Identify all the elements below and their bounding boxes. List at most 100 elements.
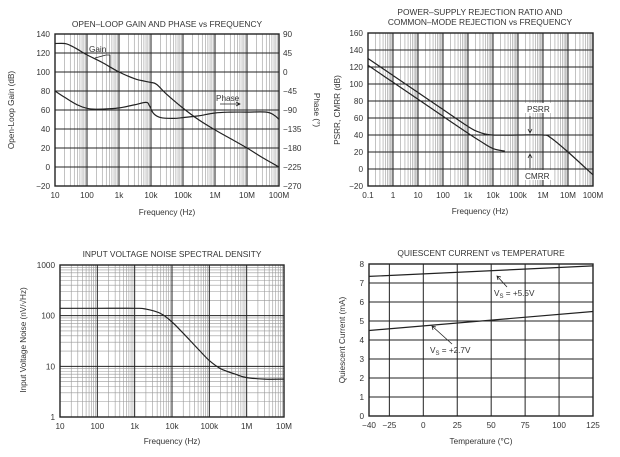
y-tick-label: 60: [41, 106, 51, 115]
x-tick-label: 1M: [537, 191, 549, 200]
tick-labels: −40 −25 0 25 50 75 100 125 0 1 2 3 4 5 6 7 8: [359, 260, 600, 430]
chart-open-loop-gain-phase: OPEN–LOOP GAIN AND PHASE vs FREQUENCY 10…: [7, 19, 321, 217]
annotation-vs-5v5-arrow: [496, 275, 508, 288]
series-psrr: [367, 58, 594, 176]
x-tick-label: 100k: [174, 191, 193, 200]
x-tick-label: 1M: [209, 191, 221, 200]
chart-title-line2: COMMON–MODE REJECTION vs FREQUENCY: [388, 17, 573, 27]
x-axis-label: Frequency (Hz): [452, 207, 509, 216]
plot-frame: [54, 33, 280, 187]
annotation-vs-2v7: VS = +2.7V: [430, 346, 471, 357]
x-tick-label: 100: [80, 191, 94, 200]
annotation-cmrr-arrow: [527, 153, 533, 168]
y2-axis-label: Phase (°): [312, 93, 321, 127]
x-tick-label: 0.1: [362, 191, 374, 200]
tick-labels: 0.1 1 10 100 1k 10k 100k 1M 10M 100M −20 0 20 40 60 80 1…: [349, 29, 603, 200]
annotation-vs-2v7-arrow: [431, 325, 453, 345]
grid: [54, 33, 280, 187]
y2-tick-label: −45: [283, 87, 297, 96]
y-tick-label: 1000: [37, 261, 56, 270]
y-axis-label: PSRR, CMRR (dB): [333, 75, 342, 145]
y2-tick-label: −135: [283, 125, 302, 134]
y-axis-label: Open-Loop Gain (dB): [7, 71, 16, 150]
x-tick-label: 100k: [509, 191, 528, 200]
x-tick-label: 10M: [560, 191, 576, 200]
y-tick-label: 4: [359, 336, 364, 345]
x-tick-label: 1k: [130, 422, 140, 431]
y-tick-label: 6: [359, 298, 364, 307]
plot-frame: [367, 32, 594, 187]
annotation-vs-2v7-rest: = +2.7V: [439, 346, 470, 355]
y-axis-label: Input Voltage Noise (nV/√Hz): [19, 287, 28, 393]
chart-title-line1: POWER–SUPPLY REJECTION RATIO AND: [397, 7, 562, 17]
y-tick-label: 1: [359, 393, 364, 402]
y-tick-label: 60: [354, 114, 364, 123]
y-tick-label: 80: [354, 97, 364, 106]
x-tick-label: 10k: [144, 191, 158, 200]
y2-tick-label: −225: [283, 163, 302, 172]
x-tick-label: −40: [362, 421, 376, 430]
x-tick-label: 25: [453, 421, 463, 430]
y-tick-label: −20: [36, 182, 50, 191]
x-tick-label: 1k: [115, 191, 125, 200]
y-axis-label: Quiescent Current (mA): [338, 297, 347, 384]
annotation-psrr-bg: [525, 103, 551, 113]
y-tick-label: 160: [349, 29, 363, 38]
y-tick-label: 8: [359, 260, 364, 269]
y-tick-label: −20: [349, 182, 363, 191]
annotation-vs-5v5-rest: = +5.5V: [503, 289, 534, 298]
annotation-cmrr-bg: [523, 170, 551, 180]
series-gain: [54, 42, 280, 168]
y-tick-label: 0: [45, 163, 50, 172]
curves: [54, 42, 280, 168]
x-tick-label: 100: [436, 191, 450, 200]
chart-title: OPEN–LOOP GAIN AND PHASE vs FREQUENCY: [72, 19, 263, 29]
annotation-psrr-arrow: [527, 116, 533, 134]
plot-frame: [368, 263, 594, 417]
y2-tick-label: −270: [283, 182, 302, 191]
grid: [367, 32, 594, 187]
y-tick-label: 100: [41, 312, 55, 321]
tick-labels: 10 100 1k 10k 100k 1M 10M 100M −20 0 20 40 60 80 100 12…: [36, 30, 302, 200]
x-tick-label: 1: [391, 191, 396, 200]
y2-tick-label: 0: [283, 68, 288, 77]
x-tick-label: −25: [382, 421, 396, 430]
x-tick-label: 100k: [200, 422, 219, 431]
x-tick-label: 1k: [464, 191, 474, 200]
chart-input-voltage-noise: INPUT VOLTAGE NOISE SPECTRAL DENSITY 10 1…: [19, 249, 292, 446]
x-tick-label: 10M: [276, 422, 292, 431]
y-tick-label: 140: [36, 30, 50, 39]
x-tick-label: 100M: [583, 191, 604, 200]
curves: [60, 307, 285, 380]
series-vs-2-7v: [368, 310, 594, 332]
y-tick-label: 0: [358, 165, 363, 174]
x-axis-label: Temperature (°C): [450, 437, 513, 446]
x-tick-label: 10: [50, 191, 60, 200]
y-tick-label: 0: [359, 412, 364, 421]
x-tick-label: 10: [55, 422, 65, 431]
chart-title: QUIESCENT CURRENT vs TEMPERATURE: [397, 248, 565, 258]
annotation-vs-2v7-main: V: [430, 346, 436, 355]
x-tick-label: 100: [552, 421, 566, 430]
y-tick-label: 1: [50, 413, 55, 422]
y-tick-label: 140: [349, 46, 363, 55]
x-tick-label: 75: [521, 421, 531, 430]
annotation-vs-5v5: VS = +5.5V: [494, 289, 535, 300]
y-tick-label: 5: [359, 317, 364, 326]
y-tick-label: 80: [41, 87, 51, 96]
grid: [59, 264, 285, 418]
annotation-gain-arrow: [94, 54, 111, 72]
y-tick-label: 40: [41, 125, 51, 134]
x-tick-label: 10M: [239, 191, 255, 200]
series-cmrr: [367, 64, 506, 152]
y-tick-label: 20: [41, 144, 51, 153]
x-tick-label: 10k: [165, 422, 179, 431]
x-tick-label: 100M: [269, 191, 290, 200]
curves: [368, 265, 594, 332]
x-tick-label: 50: [487, 421, 497, 430]
grid: [368, 263, 594, 417]
x-tick-label: 0: [421, 421, 426, 430]
y-tick-label: 10: [46, 362, 56, 371]
